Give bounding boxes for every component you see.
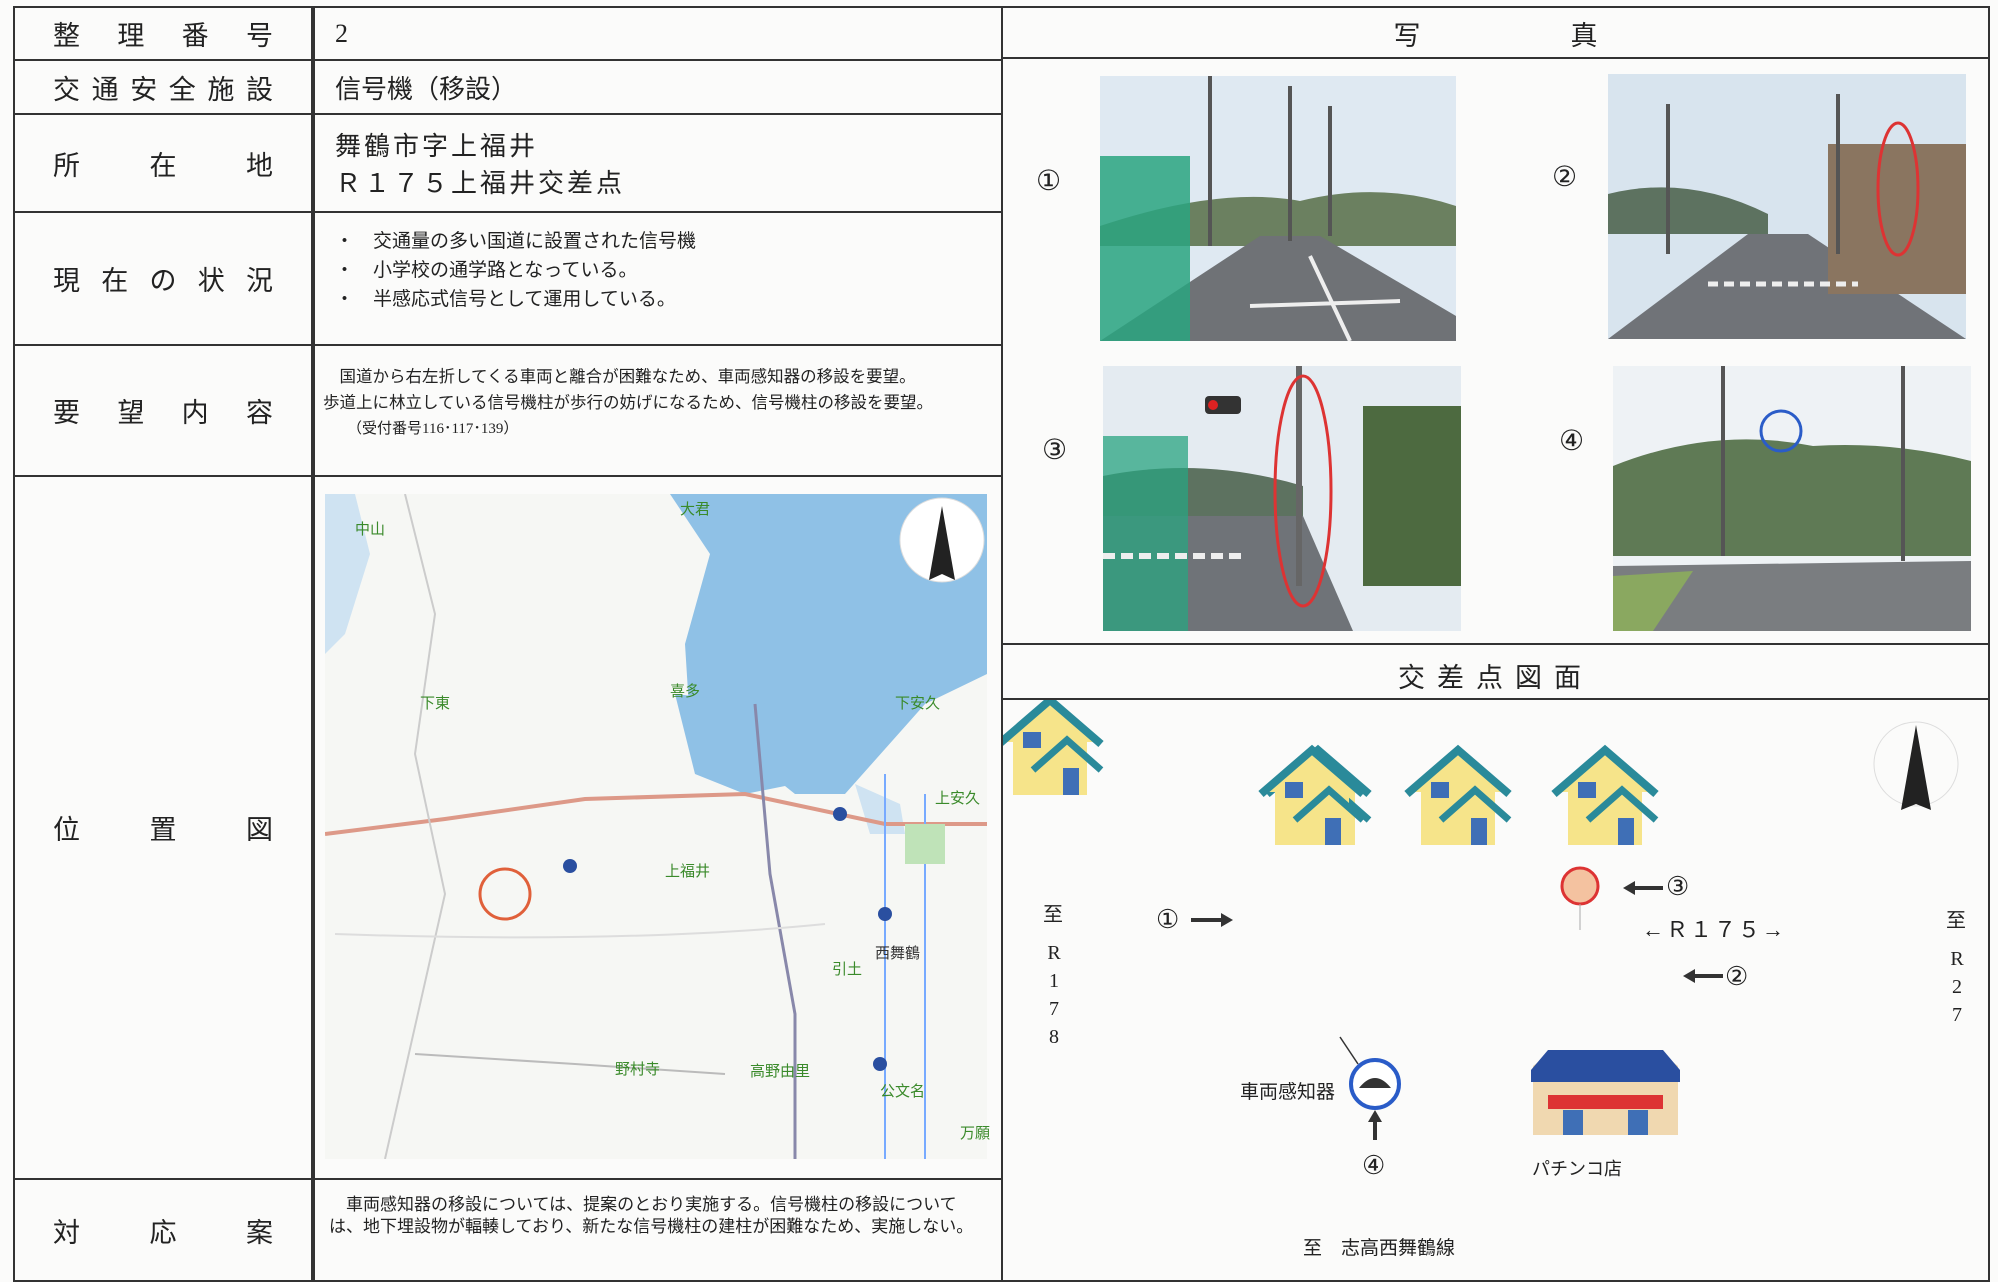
label: 位置図 — [53, 815, 273, 845]
row-label: 所在地 — [13, 113, 313, 213]
note: （受付番号116･117･139） — [347, 421, 519, 437]
value-text: 車両感知器の移設については、提案のとおり実施する。信号機柱の移設については、地下… — [329, 1195, 974, 1236]
marker: ③ — [1666, 872, 1690, 901]
row-value: 信号機（移設） — [313, 59, 1003, 115]
direction-to: 至 — [1946, 910, 1966, 932]
map-label: 西舞鶴 — [875, 946, 921, 962]
diagram-area — [1001, 698, 1990, 1282]
shop-label: パチンコ店 — [1532, 1159, 1622, 1179]
map-label: 上福井 — [665, 864, 711, 880]
row-label: 位置図 — [13, 475, 313, 1180]
value: 信号機（移設） — [335, 74, 518, 104]
map-label: 高野由里 — [750, 1064, 811, 1080]
label: 交通安全施設 — [53, 74, 273, 105]
item: ・ 交通量の多い国道に設置された信号機 — [335, 231, 697, 252]
marker: ① — [1156, 905, 1180, 934]
location-map — [325, 494, 987, 1159]
value-line: Ｒ１７５上福井交差点 — [335, 169, 626, 198]
map-label: 下東 — [420, 696, 451, 712]
marker: ④ — [1362, 1151, 1386, 1180]
row-value: 舞鶴市字上福井 Ｒ１７５上福井交差点 — [313, 113, 1003, 213]
marker: ② — [1725, 962, 1749, 991]
row-value: 国道から右左折してくる車両と離合が困難なため、車両感知器の移設を要望。 歩道上に林… — [313, 344, 1003, 477]
photo — [1608, 74, 1966, 339]
map-label: 大君 — [680, 502, 711, 518]
road-label: ←Ｒ１７５→ — [1642, 917, 1787, 942]
diagram-title: 交差点図面 — [1398, 663, 1593, 693]
photo-number: ③ — [1042, 435, 1068, 466]
road-name: R178 — [1043, 942, 1065, 1054]
photo — [1100, 76, 1456, 341]
value-line: 国道から右左折してくる車両と離合が困難なため、車両感知器の移設を要望。 — [339, 367, 916, 386]
road-name: R27 — [1946, 948, 1968, 1032]
row-label: 要望内容 — [13, 344, 313, 477]
photo — [1613, 366, 1971, 631]
map-label: 引土 — [832, 962, 863, 978]
value: 2 — [335, 18, 348, 48]
photo-number: ② — [1552, 162, 1578, 193]
direction-to: 至 — [1043, 904, 1063, 926]
row-value: 2 — [313, 6, 1003, 61]
row-label: 対応案 — [13, 1178, 313, 1282]
map-label: 喜多 — [670, 684, 701, 700]
photo-number: ④ — [1559, 426, 1585, 457]
map-label: 公文名 — [880, 1084, 926, 1100]
item: ・ 小学校の通学路となっている。 — [335, 260, 638, 281]
value-line: 舞鶴市字上福井 — [335, 132, 539, 161]
photo-number: ① — [1036, 166, 1062, 197]
row-value: ・ 交通量の多い国道に設置された信号機・ 小学校の通学路となっている。・ 半感応… — [313, 211, 1003, 346]
map-label: 万願 — [960, 1126, 991, 1142]
map-label: 中山 — [355, 522, 386, 538]
photo — [1103, 366, 1461, 631]
item: ・ 半感応式信号として運用している。 — [335, 289, 676, 310]
map-label: 下安久 — [895, 696, 941, 712]
direction-to: 至 志高西舞鶴線 — [1303, 1238, 1456, 1259]
value-line: 歩道上に林立している信号機柱が歩行の妨げになるため、信号機柱の移設を要望。 — [323, 393, 934, 412]
intersection-diagram — [1003, 700, 1959, 1140]
photos-title: 写真 — [1393, 21, 1748, 51]
label: 要望内容 — [53, 398, 273, 428]
row-label: 整理番号 — [13, 6, 313, 61]
label: 整理番号 — [53, 21, 273, 51]
label: 所在地 — [53, 150, 273, 181]
map-label: 野村寺 — [615, 1062, 661, 1078]
map-label: 上安久 — [935, 791, 981, 807]
label: 対応案 — [53, 1217, 273, 1248]
detector-label: 車両感知器 — [1240, 1082, 1336, 1103]
row-label: 交通安全施設 — [13, 59, 313, 115]
label: 現在の状況 — [53, 266, 273, 296]
row-value: 車両感知器の移設については、提案のとおり実施する。信号機柱の移設については、地下… — [313, 1178, 1003, 1282]
row-label: 現在の状況 — [13, 211, 313, 346]
